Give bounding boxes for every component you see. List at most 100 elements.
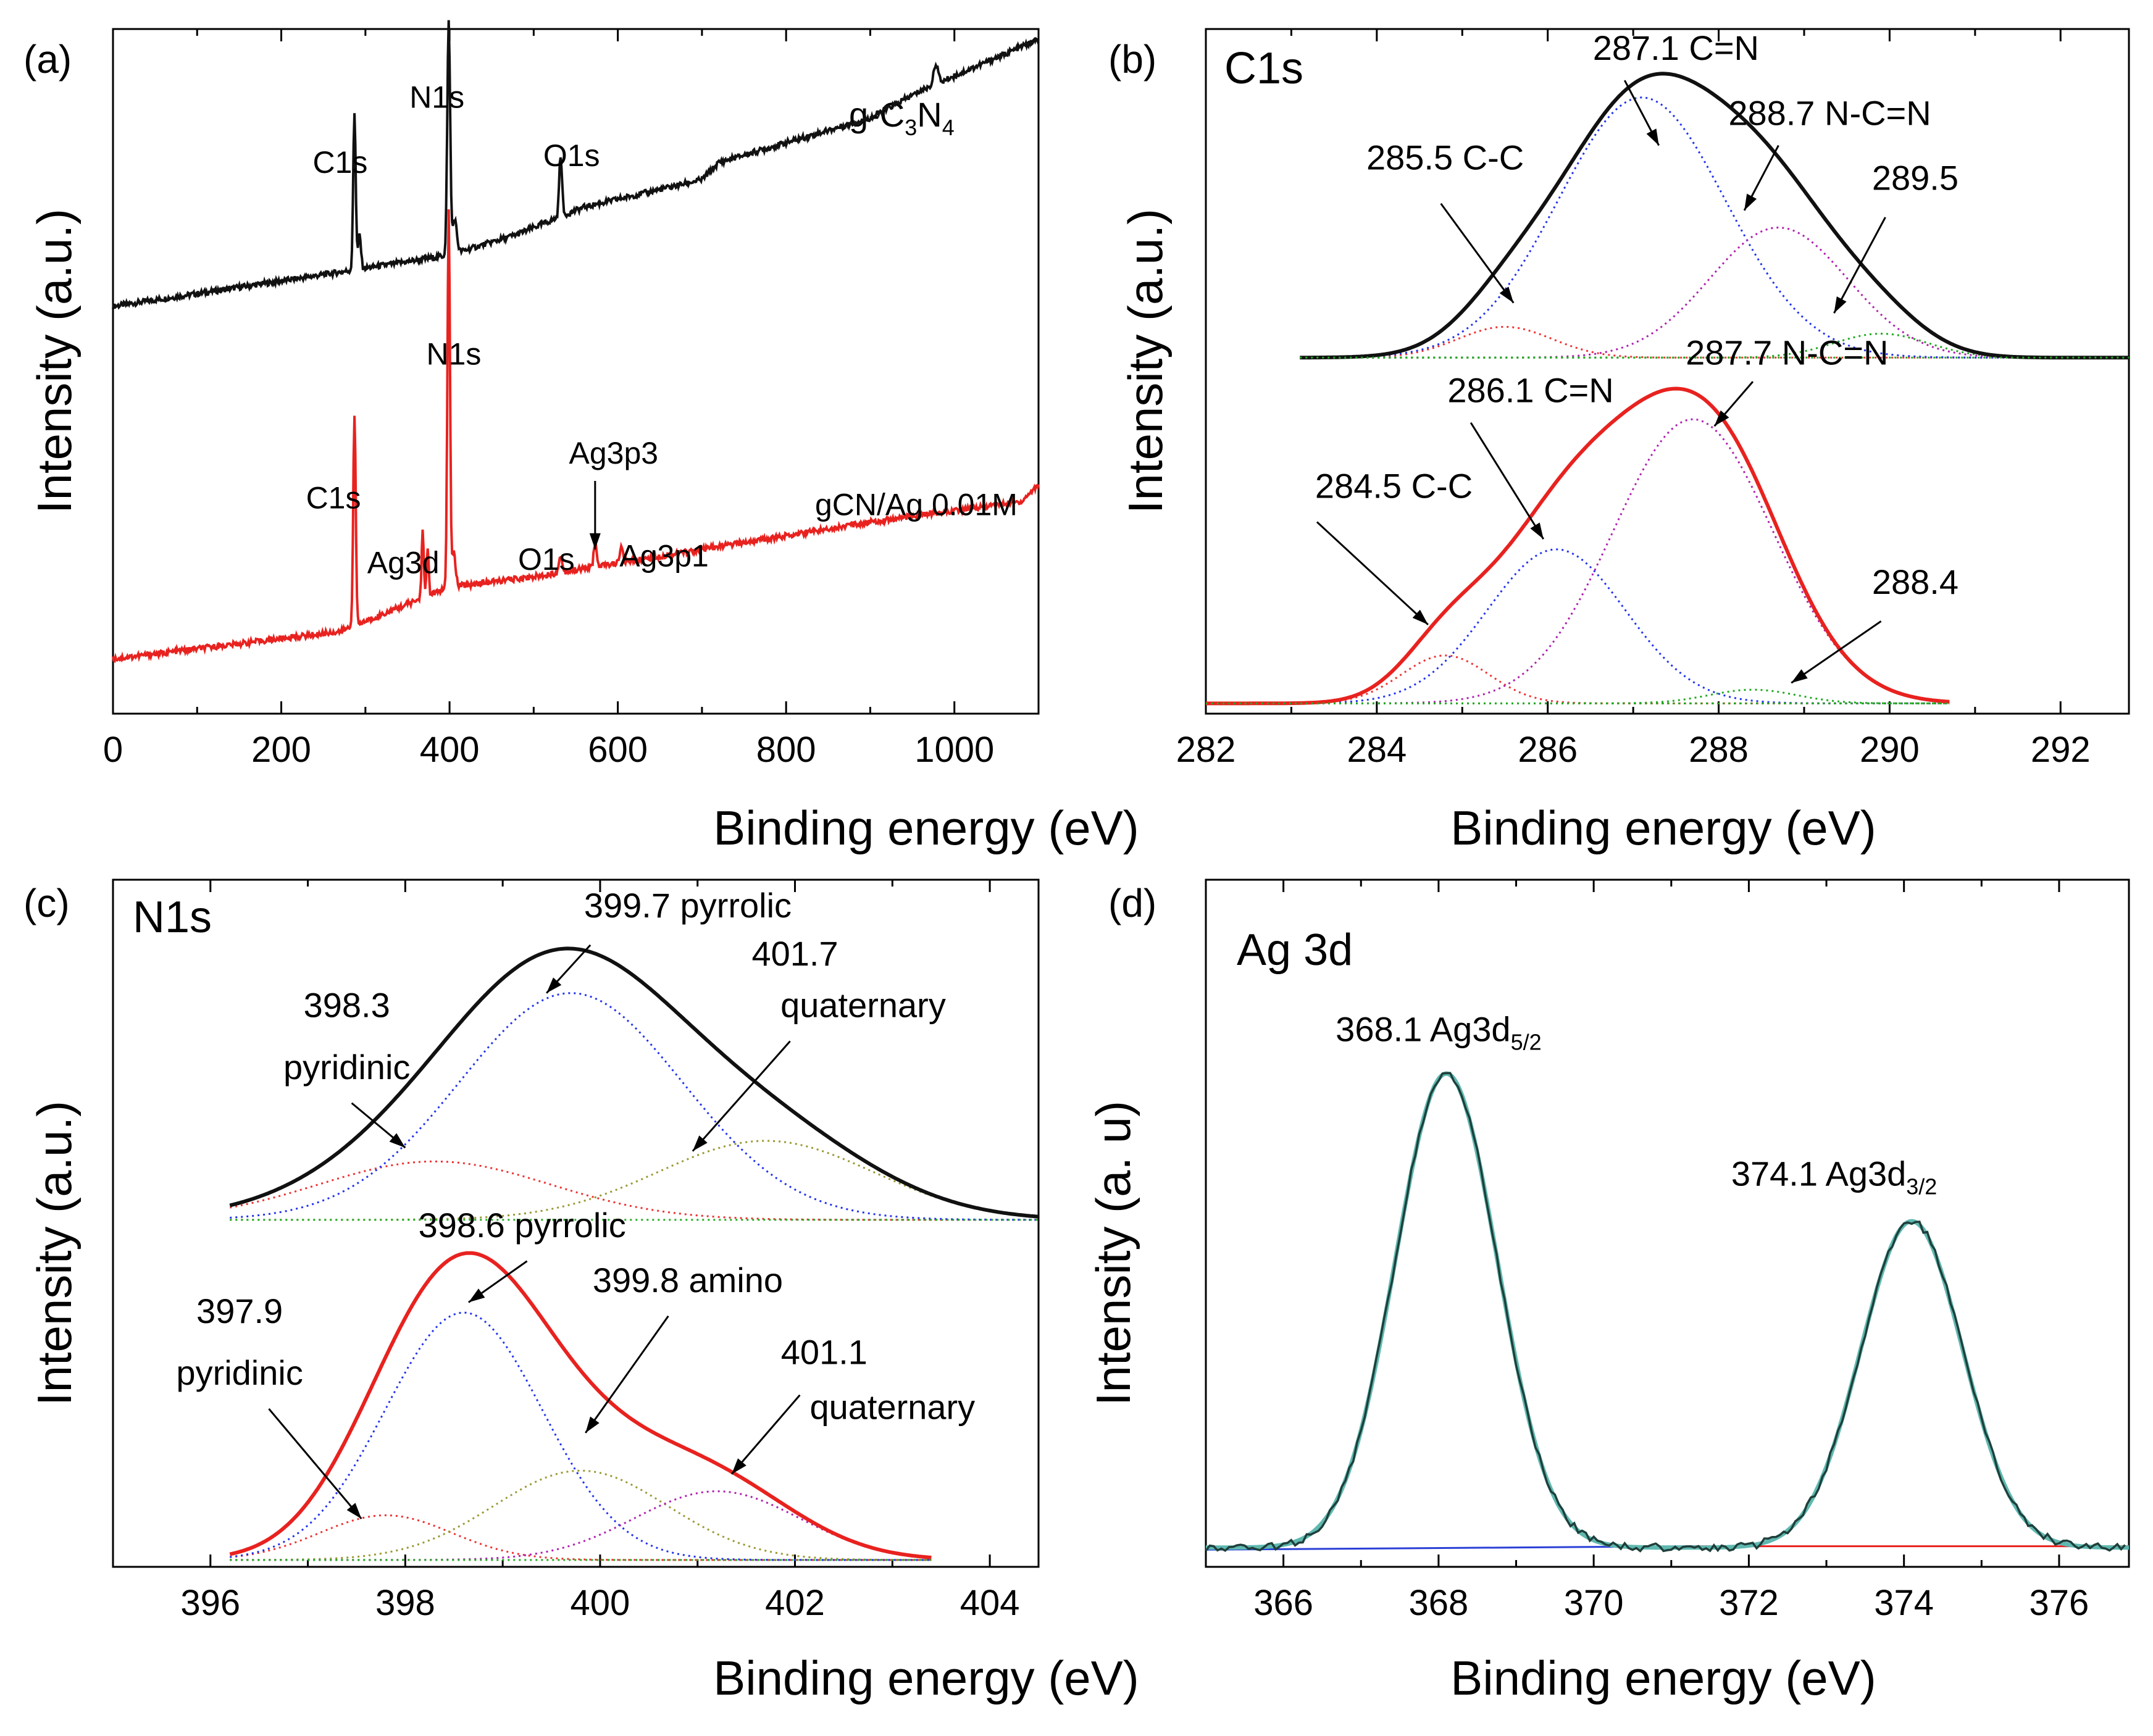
panel-b-peak-label: 288.7 N-C=N [1728, 93, 1931, 132]
panel-c-arrow [730, 1394, 801, 1475]
panel-b-arrow [1469, 422, 1545, 540]
panel-a-ylabel: Intensity (a.u.) [27, 209, 82, 514]
panel-c-peak-label: 398.3 [304, 986, 390, 1025]
panel-a-xlabel: Binding energy (eV) [713, 801, 1139, 855]
panel-c-label: (c) [23, 881, 70, 925]
panel-c-peak-label: 399.7 pyrrolic [584, 886, 792, 925]
panel-b-xtick-label: 286 [1518, 730, 1578, 770]
panel-d-xtick-label: 370 [1564, 1583, 1624, 1623]
panel-a-peak-label: O1s [543, 138, 600, 173]
panel-b-arrow [1833, 217, 1886, 314]
panel-b-ylabel: Intensity (a.u.) [1118, 209, 1173, 514]
panel-b-envelope-line [1206, 386, 1950, 706]
panel-b-component-curve [1300, 96, 2129, 359]
panel-b-arrow [1791, 620, 1882, 684]
panel-a-xtick-label: 600 [588, 730, 648, 770]
panel-c-peak-label: pyridinic [283, 1048, 410, 1087]
panel-b-peak-label: 289.5 [1872, 159, 1959, 198]
panel-a-xtick-label: 0 [103, 730, 123, 770]
panel-d-xtick-label: 372 [1719, 1583, 1779, 1623]
panel-d-peak-label-main: 374.1 Ag3d [1731, 1154, 1906, 1193]
panel-c-peak-label: 401.1 [781, 1333, 867, 1372]
panel-a-xtick-label: 1000 [914, 730, 994, 770]
panel-b: (b) C1s Binding energy (eV) Intensity (a… [1108, 28, 2130, 855]
panel-c-component-curve [230, 1311, 932, 1561]
panel-b-arrow-head [1834, 296, 1847, 314]
panel-b-peak-label: 288.4 [1872, 562, 1959, 601]
panel-d-xlabel: Binding energy (eV) [1450, 1651, 1876, 1705]
panel-b-arrow [1316, 521, 1429, 625]
panel-c-arrow [692, 1040, 791, 1152]
panel-b-xtick-label: 282 [1176, 730, 1236, 770]
panel-c-arrow [585, 1315, 669, 1433]
panel-c-xtick-label: 398 [375, 1583, 435, 1623]
panel-d-xtick-label: 368 [1409, 1583, 1469, 1623]
panel-d-plot: 366 368 370 372 374 376 368.1 Ag3d5/2 374.1 Ag3… [1205, 878, 2130, 1623]
panel-b-xtick-label: 284 [1347, 730, 1407, 770]
panel-d-label: (d) [1108, 881, 1156, 925]
panel-c-envelope-line [229, 946, 1039, 1219]
panel-a-peak-label: C1s [312, 145, 367, 180]
panel-a-series-line [112, 209, 1040, 664]
panel-d-peak-label-main: 368.1 Ag3d [1336, 1010, 1510, 1049]
panel-c-xtick-label: 396 [180, 1583, 240, 1623]
panel-b-component-curve [1300, 325, 2129, 359]
panel-b-peak-label: 285.5 C-C [1366, 138, 1524, 177]
panel-b-arrow-head [1714, 410, 1729, 427]
panel-c-arrow-head [732, 1458, 746, 1474]
panel-d-peak-label: 368.1 Ag3d5/2 [1336, 1010, 1541, 1055]
panel-b-xtick-label: 292 [2031, 730, 2091, 770]
panel-a-arrow-head [589, 533, 601, 549]
panel-c-plot: 396 398 400 402 404 399.7 pyrrolic 401.7 quater… [112, 878, 1040, 1623]
panel-c-xtick-label: 400 [571, 1583, 630, 1623]
panel-c-frame [112, 878, 1040, 1568]
panel-c-arrow-head [389, 1133, 406, 1148]
panel-c-peak-label: 397.9 [196, 1292, 283, 1330]
panel-b-frame [1205, 28, 2130, 715]
panel-d-title: Ag 3d [1237, 925, 1353, 975]
panel-c-peak-label: pyridinic [176, 1353, 303, 1392]
panel-d-raw-line [1205, 1072, 2126, 1553]
panel-c-ylabel: Intensity (a.u.) [27, 1101, 82, 1406]
panel-c-peak-label: 398.6 pyrrolic [419, 1206, 626, 1245]
panel-c-peak-label: 401.7 [751, 934, 838, 973]
panel-b-envelope-line [1300, 72, 2129, 360]
panel-d-peak-label: 374.1 Ag3d3/2 [1731, 1154, 1937, 1199]
panel-d: (d) Ag 3d Binding energy (eV) Intensity … [1086, 878, 2130, 1705]
panel-a-xtick-label: 800 [756, 730, 816, 770]
panel-d-xtick-label: 374 [1874, 1583, 1934, 1623]
panel-a: (a) Binding energy (eV) Intensity (a.u.)… [23, 20, 1139, 855]
panel-a-frame [112, 28, 1040, 715]
panel-b-peak-label: 287.1 C=N [1593, 28, 1759, 67]
panel-b-arrow-head [1412, 609, 1428, 625]
panel-b-arrow [1440, 202, 1515, 304]
panel-a-peak-label: O1s [518, 542, 575, 577]
panel-d-frame [1205, 878, 2130, 1568]
panel-a-plot: 0 200 400 600 800 1000C1sN1sO1sN1sC1sAg3dAg3p… [103, 20, 1040, 770]
panel-a-peak-label: N1s [409, 80, 464, 115]
panel-b-title: C1s [1224, 44, 1303, 93]
panel-b-plot: 282 284 286 288 290 292 287.1 C=N 288.7 N-C=N 28… [1176, 28, 2130, 770]
panel-c-arrow-head [468, 1288, 485, 1303]
panel-c-arrow-head [346, 1503, 362, 1519]
panel-a-label: (a) [23, 37, 72, 81]
panel-b-arrow-head [1791, 669, 1808, 683]
panel-c-peak-label: 399.8 amino [593, 1261, 783, 1300]
panel-b-peak-label: 284.5 C-C [1315, 467, 1473, 506]
panel-b-label: (b) [1108, 37, 1156, 81]
panel-c-arrow-head [546, 977, 562, 993]
panel-a-peak-label: C1s [306, 480, 361, 515]
panel-b-peak-label: 286.1 C=N [1447, 370, 1613, 409]
panel-d-ylabel: Intensity (a. u) [1086, 1101, 1140, 1406]
panel-c-title: N1s [133, 893, 212, 942]
panel-c-arrow [268, 1408, 362, 1520]
panel-c-xtick-label: 404 [960, 1583, 1020, 1623]
panel-c-envelope-line [229, 1251, 932, 1559]
panel-c-peak-label: quaternary [780, 986, 946, 1025]
panel-c-xlabel: Binding energy (eV) [713, 1651, 1139, 1705]
panel-a-xtick-label: 400 [420, 730, 480, 770]
panel-b-xtick-label: 290 [1860, 730, 1920, 770]
panel-d-xtick-label: 376 [2030, 1583, 2089, 1623]
